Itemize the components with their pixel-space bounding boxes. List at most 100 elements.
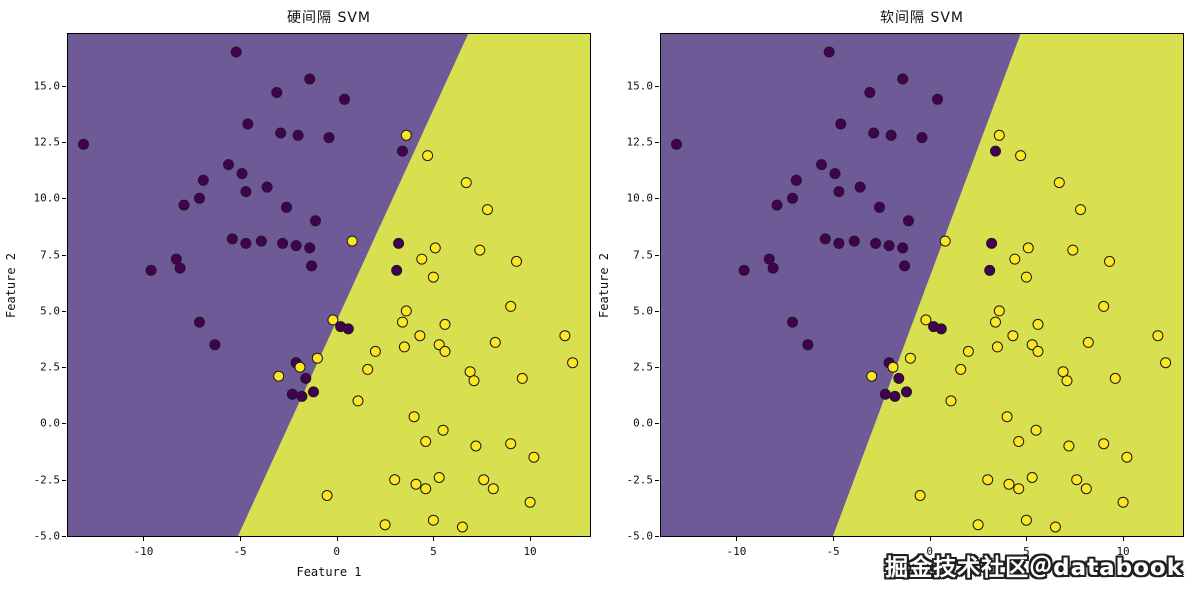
scatter-point-class-1 bbox=[962, 345, 974, 357]
y-tick-label: 5.0 bbox=[40, 304, 60, 318]
y-tick-label: -5.0 bbox=[626, 529, 654, 543]
scatter-point-class-1 bbox=[982, 474, 994, 486]
scatter-point-class-1 bbox=[1001, 411, 1013, 423]
x-tick-mark bbox=[929, 537, 931, 541]
scatter-point-class-1 bbox=[1015, 150, 1027, 162]
scatter-point-class-0 bbox=[304, 73, 316, 85]
plot-title: 软间隔 SVM bbox=[880, 10, 964, 26]
scatter-point-class-1 bbox=[1104, 255, 1115, 267]
scatter-point-class-1 bbox=[914, 490, 926, 501]
scatter-point-class-1 bbox=[1030, 424, 1042, 436]
scatter-point-class-0 bbox=[261, 181, 273, 193]
subplot-hard-margin-svm: 硬间隔 SVM Feature 2 Feature 1 -10 -5 0 5 10 -5.… bbox=[0, 0, 594, 590]
scatter-point-class-0 bbox=[885, 129, 897, 141]
scatter-point-class-1 bbox=[516, 372, 528, 384]
scatter-point-class-0 bbox=[300, 372, 312, 384]
scatter-point-class-1 bbox=[1009, 253, 1021, 265]
scatter-point-class-1 bbox=[439, 318, 451, 330]
scatter-point-class-0 bbox=[240, 186, 252, 198]
y-tick-mark bbox=[62, 536, 66, 537]
x-tick-label: -10 bbox=[133, 545, 154, 558]
decision-region-class0 bbox=[68, 34, 469, 536]
scatter-point-class-1 bbox=[389, 474, 401, 486]
scatter-point-class-0 bbox=[323, 132, 335, 144]
y-tick-label: 10.0 bbox=[33, 191, 61, 205]
scatter-point-class-1 bbox=[1067, 244, 1079, 256]
scatter-point-class-0 bbox=[787, 316, 798, 328]
x-tick-label: 10 bbox=[1116, 545, 1130, 558]
scatter-point-class-1 bbox=[920, 314, 932, 326]
scatter-point-class-1 bbox=[487, 483, 499, 495]
scatter-point-class-1 bbox=[414, 330, 426, 342]
decision-region-class1 bbox=[833, 34, 1183, 536]
y-tick-mark bbox=[62, 310, 66, 312]
scatter-point-class-0 bbox=[310, 215, 321, 227]
x-tick-mark bbox=[736, 537, 738, 541]
scatter-point-class-1 bbox=[1098, 438, 1110, 450]
scatter-point-class-1 bbox=[1049, 521, 1061, 533]
scatter-point-class-1 bbox=[420, 483, 432, 495]
scatter-point-class-1 bbox=[397, 316, 408, 328]
scatter-point-class-1 bbox=[904, 352, 916, 364]
scatter-point-class-1 bbox=[422, 150, 434, 162]
scatter-point-class-0 bbox=[170, 253, 182, 265]
x-tick-label: 5 bbox=[1023, 545, 1030, 558]
scatter-point-class-1 bbox=[939, 235, 951, 247]
scatter-point-class-0 bbox=[883, 240, 895, 252]
scatter-point-class-0 bbox=[874, 201, 885, 213]
scatter-point-class-1 bbox=[1020, 514, 1032, 526]
y-tick-label: 5.0 bbox=[633, 304, 653, 318]
scatter-point-class-0 bbox=[242, 118, 254, 130]
scatter-point-class-0 bbox=[823, 46, 835, 58]
scatter-point-class-0 bbox=[879, 388, 891, 400]
scatter-point-class-1 bbox=[945, 395, 957, 407]
scatter-point-class-1 bbox=[489, 336, 501, 348]
y-tick-label: -2.5 bbox=[626, 473, 654, 487]
scatter-point-class-0 bbox=[819, 233, 831, 245]
y-tick-mark bbox=[62, 198, 66, 200]
x-tick-mark bbox=[336, 537, 338, 541]
scatter-point-class-1 bbox=[866, 370, 878, 382]
scatter-point-class-0 bbox=[901, 386, 912, 398]
scatter-point-class-1 bbox=[437, 424, 449, 436]
y-tick-mark bbox=[62, 254, 66, 256]
scatter-point-class-1 bbox=[528, 451, 540, 463]
scatter-point-class-1 bbox=[400, 129, 412, 141]
scatter-point-class-1 bbox=[427, 271, 439, 283]
y-tick-label: -2.5 bbox=[33, 473, 61, 487]
scatter-point-class-1 bbox=[470, 440, 482, 452]
x-tick-label: -5 bbox=[233, 545, 247, 558]
scatter-point-class-0 bbox=[903, 215, 914, 227]
scatter-point-class-1 bbox=[991, 341, 1003, 353]
scatter-point-class-1 bbox=[416, 253, 428, 265]
x-tick-label: 5 bbox=[430, 545, 437, 558]
scatter-point-class-0 bbox=[868, 127, 880, 139]
scatter-point-class-1 bbox=[400, 305, 412, 317]
scatter-point-class-0 bbox=[986, 237, 998, 249]
scatter-point-class-0 bbox=[932, 93, 943, 105]
x-tick-mark bbox=[240, 537, 242, 541]
x-tick-mark bbox=[433, 537, 435, 541]
scatter-point-class-1 bbox=[567, 357, 579, 369]
y-axis-label: Feature 2 bbox=[4, 252, 18, 318]
scatter-point-class-1 bbox=[420, 436, 432, 447]
y-tick-mark bbox=[655, 423, 659, 425]
scatter-point-class-1 bbox=[1098, 300, 1110, 312]
scatter-point-class-1 bbox=[311, 352, 323, 364]
scatter-point-class-1 bbox=[362, 363, 374, 375]
y-tick-mark bbox=[655, 198, 659, 200]
scatter-point-class-0 bbox=[854, 181, 866, 193]
y-tick-label: 12.5 bbox=[33, 135, 61, 149]
y-tick-label: 12.5 bbox=[626, 135, 654, 149]
scatter-point-class-0 bbox=[78, 138, 89, 150]
scatter-point-class-0 bbox=[816, 159, 827, 171]
plot-area bbox=[67, 33, 591, 537]
scatter-point-class-0 bbox=[787, 192, 798, 204]
y-tick-label: 2.5 bbox=[633, 360, 653, 374]
scatter-point-class-1 bbox=[294, 361, 306, 373]
scatter-point-class-1 bbox=[429, 242, 441, 254]
scatter-point-class-1 bbox=[993, 305, 1005, 317]
scatter-point-class-0 bbox=[236, 168, 248, 180]
scatter-point-class-1 bbox=[427, 514, 439, 526]
